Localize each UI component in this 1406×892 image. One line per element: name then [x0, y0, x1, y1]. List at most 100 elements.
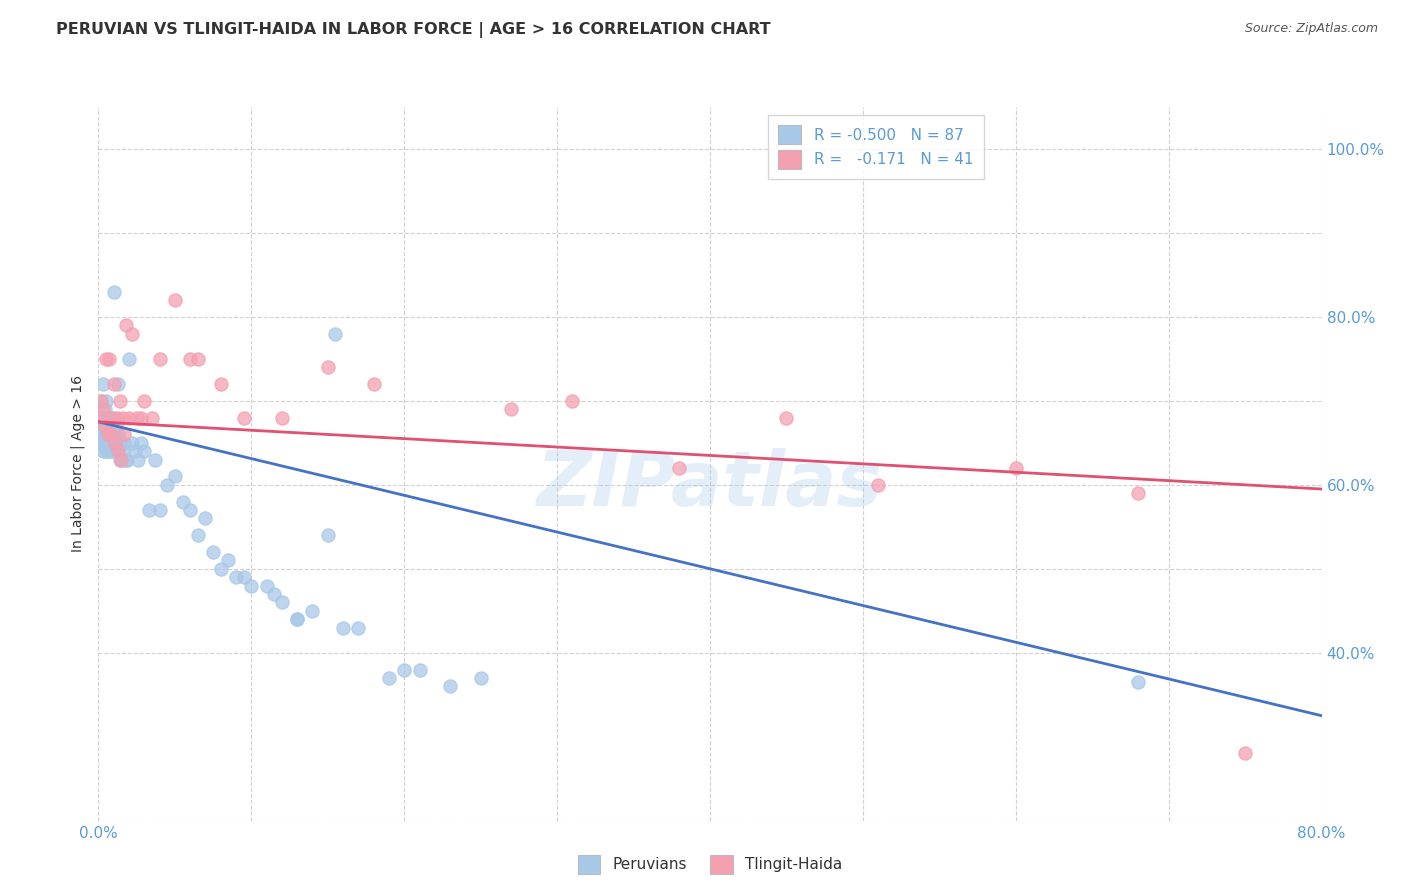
Point: [141, 410, 163, 425]
Point: [101, 410, 124, 425]
Point: [91, 402, 114, 417]
Point: [316, 360, 339, 375]
Point: [104, 435, 127, 450]
Text: Source: ZipAtlas.com: Source: ZipAtlas.com: [1244, 22, 1378, 36]
Point: [240, 578, 263, 592]
Point: [285, 612, 308, 626]
Point: [103, 285, 125, 299]
Point: [103, 377, 125, 392]
Point: [93, 402, 115, 417]
Point: [187, 528, 209, 542]
Point: [263, 587, 285, 601]
Point: [172, 494, 194, 508]
Point: [179, 351, 201, 366]
Point: [105, 410, 128, 425]
Point: [97, 427, 120, 442]
Point: [98, 435, 121, 450]
Point: [100, 435, 122, 450]
Point: [101, 435, 124, 450]
Point: [91, 377, 114, 392]
Point: [89, 410, 111, 425]
Point: [89, 419, 111, 434]
Point: [94, 393, 117, 408]
Point: [202, 545, 225, 559]
Point: [121, 435, 143, 450]
Point: [112, 427, 135, 442]
Point: [100, 427, 122, 442]
Point: [93, 419, 115, 434]
Point: [108, 393, 131, 408]
Point: [111, 444, 134, 458]
Point: [332, 621, 354, 635]
Point: [105, 427, 128, 442]
Point: [100, 410, 122, 425]
Point: [101, 444, 124, 458]
Point: [97, 444, 120, 458]
Point: [138, 503, 160, 517]
Point: [100, 419, 122, 434]
Point: [90, 435, 112, 450]
Point: [91, 427, 114, 442]
Point: [325, 326, 347, 341]
Point: [1128, 486, 1150, 500]
Point: [179, 503, 201, 517]
Point: [98, 351, 121, 366]
Point: [187, 351, 209, 366]
Point: [98, 410, 121, 425]
Point: [118, 410, 141, 425]
Point: [90, 393, 112, 408]
Legend: Peruvians, Tlingit-Haida: Peruvians, Tlingit-Haida: [567, 845, 853, 884]
Point: [90, 393, 112, 408]
Point: [110, 452, 132, 467]
Point: [117, 452, 139, 467]
Point: [232, 570, 254, 584]
Point: [1234, 747, 1257, 761]
Point: [316, 528, 339, 542]
Point: [94, 444, 117, 458]
Point: [285, 612, 308, 626]
Point: [127, 452, 149, 467]
Point: [101, 427, 124, 442]
Point: [97, 410, 120, 425]
Point: [93, 419, 115, 434]
Point: [270, 410, 292, 425]
Point: [118, 351, 141, 366]
Point: [91, 444, 114, 458]
Point: [108, 452, 131, 467]
Point: [107, 444, 129, 458]
Point: [163, 293, 186, 307]
Point: [98, 444, 121, 458]
Point: [256, 578, 278, 592]
Point: [103, 410, 125, 425]
Point: [124, 444, 146, 458]
Point: [94, 351, 117, 366]
Point: [110, 452, 132, 467]
Point: [103, 427, 125, 442]
Point: [378, 671, 401, 685]
Point: [149, 351, 172, 366]
Text: PERUVIAN VS TLINGIT-HAIDA IN LABOR FORCE | AGE > 16 CORRELATION CHART: PERUVIAN VS TLINGIT-HAIDA IN LABOR FORCE…: [56, 22, 770, 38]
Point: [163, 469, 186, 483]
Point: [91, 410, 114, 425]
Point: [129, 410, 152, 425]
Point: [93, 435, 115, 450]
Point: [868, 478, 890, 492]
Point: [232, 410, 254, 425]
Point: [111, 410, 134, 425]
Point: [104, 435, 127, 450]
Point: [93, 410, 115, 425]
Point: [439, 679, 461, 693]
Point: [115, 318, 138, 333]
Point: [408, 663, 430, 677]
Point: [194, 511, 217, 525]
Point: [392, 663, 416, 677]
Point: [347, 621, 370, 635]
Point: [107, 377, 129, 392]
Point: [156, 478, 179, 492]
Point: [301, 604, 323, 618]
Point: [501, 402, 523, 417]
Point: [125, 410, 148, 425]
Point: [90, 410, 112, 425]
Point: [97, 435, 120, 450]
Point: [134, 444, 156, 458]
